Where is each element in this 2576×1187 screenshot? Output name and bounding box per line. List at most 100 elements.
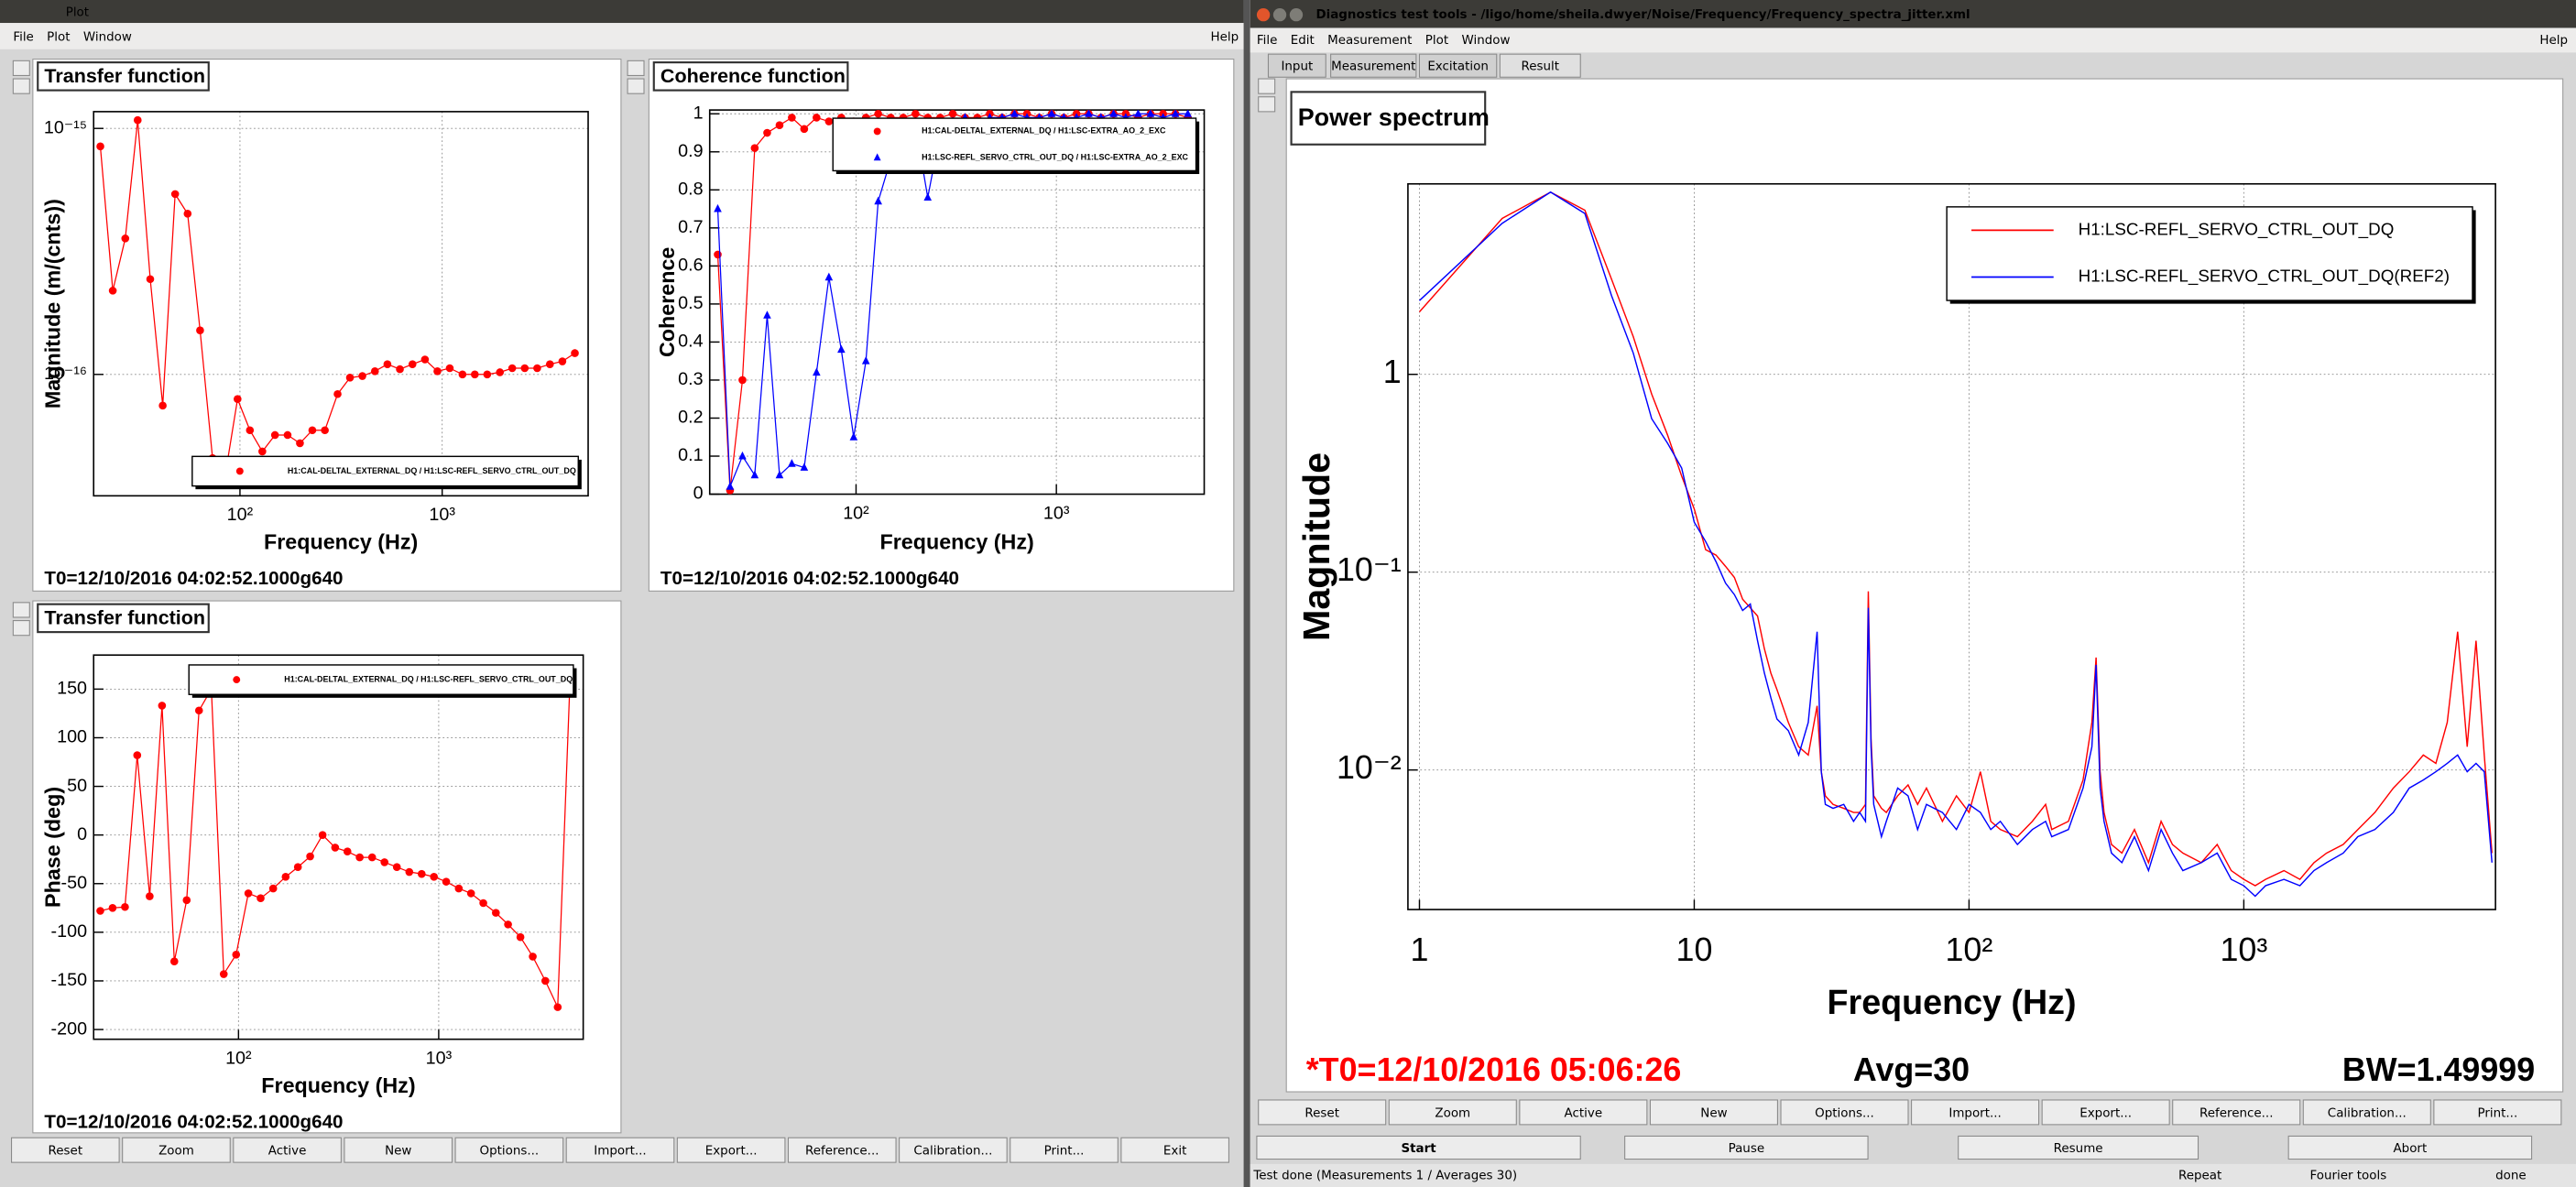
marker bbox=[479, 898, 487, 908]
plot-panel bbox=[32, 58, 622, 592]
tab[interactable] bbox=[1499, 53, 1581, 78]
marker bbox=[775, 470, 784, 479]
minimize-button[interactable] bbox=[1272, 7, 1287, 22]
footer: T0=12/10/2016 04:02:52.1000g640 bbox=[44, 568, 343, 589]
marker bbox=[520, 364, 529, 373]
side-arrow[interactable] bbox=[12, 60, 30, 76]
control-button[interactable] bbox=[1958, 1135, 2199, 1160]
y-tick-label: -150 bbox=[51, 970, 88, 990]
menu-item[interactable]: Measurement bbox=[1327, 34, 1412, 48]
menu-help[interactable]: Help bbox=[2539, 34, 2568, 48]
menu-item[interactable]: Window bbox=[1461, 34, 1510, 48]
marker bbox=[508, 364, 517, 373]
menu-item[interactable]: File bbox=[1257, 34, 1278, 48]
marker bbox=[268, 884, 278, 893]
button[interactable] bbox=[1388, 1099, 1517, 1126]
control-button[interactable] bbox=[2287, 1135, 2533, 1160]
side-arrow[interactable] bbox=[627, 60, 645, 76]
x-axis-title: Frequency (Hz) bbox=[879, 529, 1033, 553]
tab[interactable] bbox=[1267, 53, 1326, 78]
side-arrow[interactable] bbox=[1258, 96, 1276, 113]
x-axis-title: Frequency (Hz) bbox=[264, 529, 418, 553]
menu-item[interactable]: Edit bbox=[1291, 34, 1315, 48]
series-line bbox=[1418, 191, 2493, 898]
button[interactable] bbox=[11, 1137, 120, 1163]
button-label: Import... bbox=[1948, 1106, 2001, 1120]
button[interactable] bbox=[2302, 1099, 2431, 1126]
button[interactable] bbox=[2433, 1099, 2562, 1126]
y-tick-label: 0.2 bbox=[678, 408, 703, 428]
title-box bbox=[652, 61, 849, 92]
control-button[interactable] bbox=[1256, 1135, 1581, 1160]
x-tick-label: 10² bbox=[1946, 931, 1993, 968]
button[interactable] bbox=[2172, 1099, 2301, 1126]
marker bbox=[471, 370, 479, 379]
marker bbox=[824, 272, 834, 281]
button-label: Reset bbox=[1304, 1106, 1339, 1120]
side-arrow[interactable] bbox=[627, 78, 645, 94]
button-label: Reset bbox=[49, 1145, 83, 1159]
tab-label: Input bbox=[1281, 60, 1313, 74]
tab[interactable] bbox=[1330, 53, 1417, 78]
button[interactable] bbox=[1911, 1099, 2040, 1126]
marker bbox=[405, 867, 414, 877]
marker bbox=[96, 142, 104, 151]
legend-label: H1:LSC-REFL_SERVO_CTRL_OUT_DQ bbox=[2079, 219, 2395, 239]
button[interactable] bbox=[1780, 1099, 1909, 1126]
x-tick-label: 10² bbox=[225, 1048, 252, 1068]
averages: Avg=30 bbox=[1853, 1051, 1970, 1088]
menu-help[interactable]: Help bbox=[1211, 30, 1239, 44]
control-button[interactable] bbox=[1624, 1135, 1869, 1160]
y-tick-label: -200 bbox=[51, 1018, 88, 1039]
marker bbox=[800, 125, 809, 134]
button[interactable] bbox=[454, 1137, 564, 1163]
button[interactable] bbox=[1010, 1137, 1119, 1163]
side-arrow[interactable] bbox=[12, 78, 30, 94]
legend-label: H1:CAL-DELTAL_EXTERNAL_DQ / H1:LSC-EXTRA… bbox=[922, 126, 1166, 136]
menu-item[interactable]: Plot bbox=[47, 30, 70, 44]
button[interactable] bbox=[2041, 1099, 2170, 1126]
maximize-button[interactable] bbox=[1289, 7, 1304, 22]
title-box bbox=[37, 603, 210, 634]
button[interactable] bbox=[1120, 1137, 1229, 1163]
button[interactable] bbox=[1519, 1099, 1648, 1126]
side-arrow[interactable] bbox=[12, 602, 30, 618]
button[interactable] bbox=[787, 1137, 897, 1163]
button[interactable] bbox=[676, 1137, 786, 1163]
menu-item[interactable]: File bbox=[13, 30, 34, 44]
tab-label: Excitation bbox=[1427, 60, 1489, 74]
button[interactable] bbox=[1258, 1099, 1387, 1126]
legend bbox=[191, 455, 579, 487]
button[interactable] bbox=[1649, 1099, 1778, 1126]
button[interactable] bbox=[899, 1137, 1008, 1163]
y-axis-title: Magnitude bbox=[1295, 452, 1337, 641]
legend bbox=[1946, 206, 2473, 301]
x-tick-label: 10² bbox=[843, 503, 869, 523]
marker bbox=[714, 203, 722, 212]
tab-label: Result bbox=[1522, 60, 1560, 74]
button[interactable] bbox=[565, 1137, 675, 1163]
button[interactable] bbox=[344, 1137, 453, 1163]
marker bbox=[849, 432, 858, 441]
y-tick-label: 0 bbox=[693, 484, 704, 504]
marker bbox=[433, 367, 442, 376]
x-tick-label: 10³ bbox=[1043, 503, 1070, 523]
menu-item[interactable]: Plot bbox=[1425, 34, 1448, 48]
close-button[interactable] bbox=[1256, 7, 1271, 22]
marker bbox=[306, 852, 314, 861]
marker bbox=[196, 326, 204, 335]
marker bbox=[430, 873, 439, 881]
y-tick-label: 10⁻¹⁵ bbox=[44, 117, 87, 137]
marker bbox=[533, 364, 541, 373]
side-arrow[interactable] bbox=[1258, 78, 1276, 94]
button[interactable] bbox=[233, 1137, 342, 1163]
tab[interactable] bbox=[1418, 53, 1498, 78]
marker bbox=[738, 451, 747, 460]
y-tick-label: 10⁻¹⁶ bbox=[44, 364, 87, 384]
menu-item[interactable]: Window bbox=[83, 30, 132, 44]
button-label: Zoom bbox=[158, 1145, 194, 1159]
button-label: Calibration... bbox=[913, 1145, 992, 1159]
side-arrow[interactable] bbox=[12, 620, 30, 637]
legend-swatch bbox=[873, 127, 881, 136]
button[interactable] bbox=[122, 1137, 231, 1163]
